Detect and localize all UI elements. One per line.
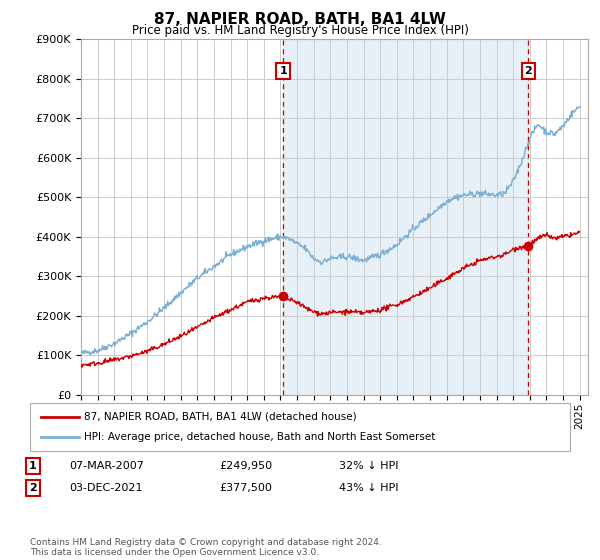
- Text: 03-DEC-2021: 03-DEC-2021: [69, 483, 143, 493]
- Text: Price paid vs. HM Land Registry's House Price Index (HPI): Price paid vs. HM Land Registry's House …: [131, 24, 469, 36]
- Text: 87, NAPIER ROAD, BATH, BA1 4LW (detached house): 87, NAPIER ROAD, BATH, BA1 4LW (detached…: [84, 412, 356, 422]
- Text: 2: 2: [524, 66, 532, 76]
- Text: 32% ↓ HPI: 32% ↓ HPI: [339, 461, 398, 471]
- Text: 07-MAR-2007: 07-MAR-2007: [69, 461, 144, 471]
- Text: 2: 2: [29, 483, 37, 493]
- Text: 1: 1: [29, 461, 37, 471]
- Text: 43% ↓ HPI: 43% ↓ HPI: [339, 483, 398, 493]
- Text: 1: 1: [280, 66, 287, 76]
- Bar: [283, 39, 529, 395]
- Text: 87, NAPIER ROAD, BATH, BA1 4LW: 87, NAPIER ROAD, BATH, BA1 4LW: [154, 12, 446, 27]
- FancyBboxPatch shape: [30, 403, 570, 451]
- Text: HPI: Average price, detached house, Bath and North East Somerset: HPI: Average price, detached house, Bath…: [84, 432, 436, 442]
- Text: £249,950: £249,950: [219, 461, 272, 471]
- Text: Contains HM Land Registry data © Crown copyright and database right 2024.
This d: Contains HM Land Registry data © Crown c…: [30, 538, 382, 557]
- Text: £377,500: £377,500: [219, 483, 272, 493]
